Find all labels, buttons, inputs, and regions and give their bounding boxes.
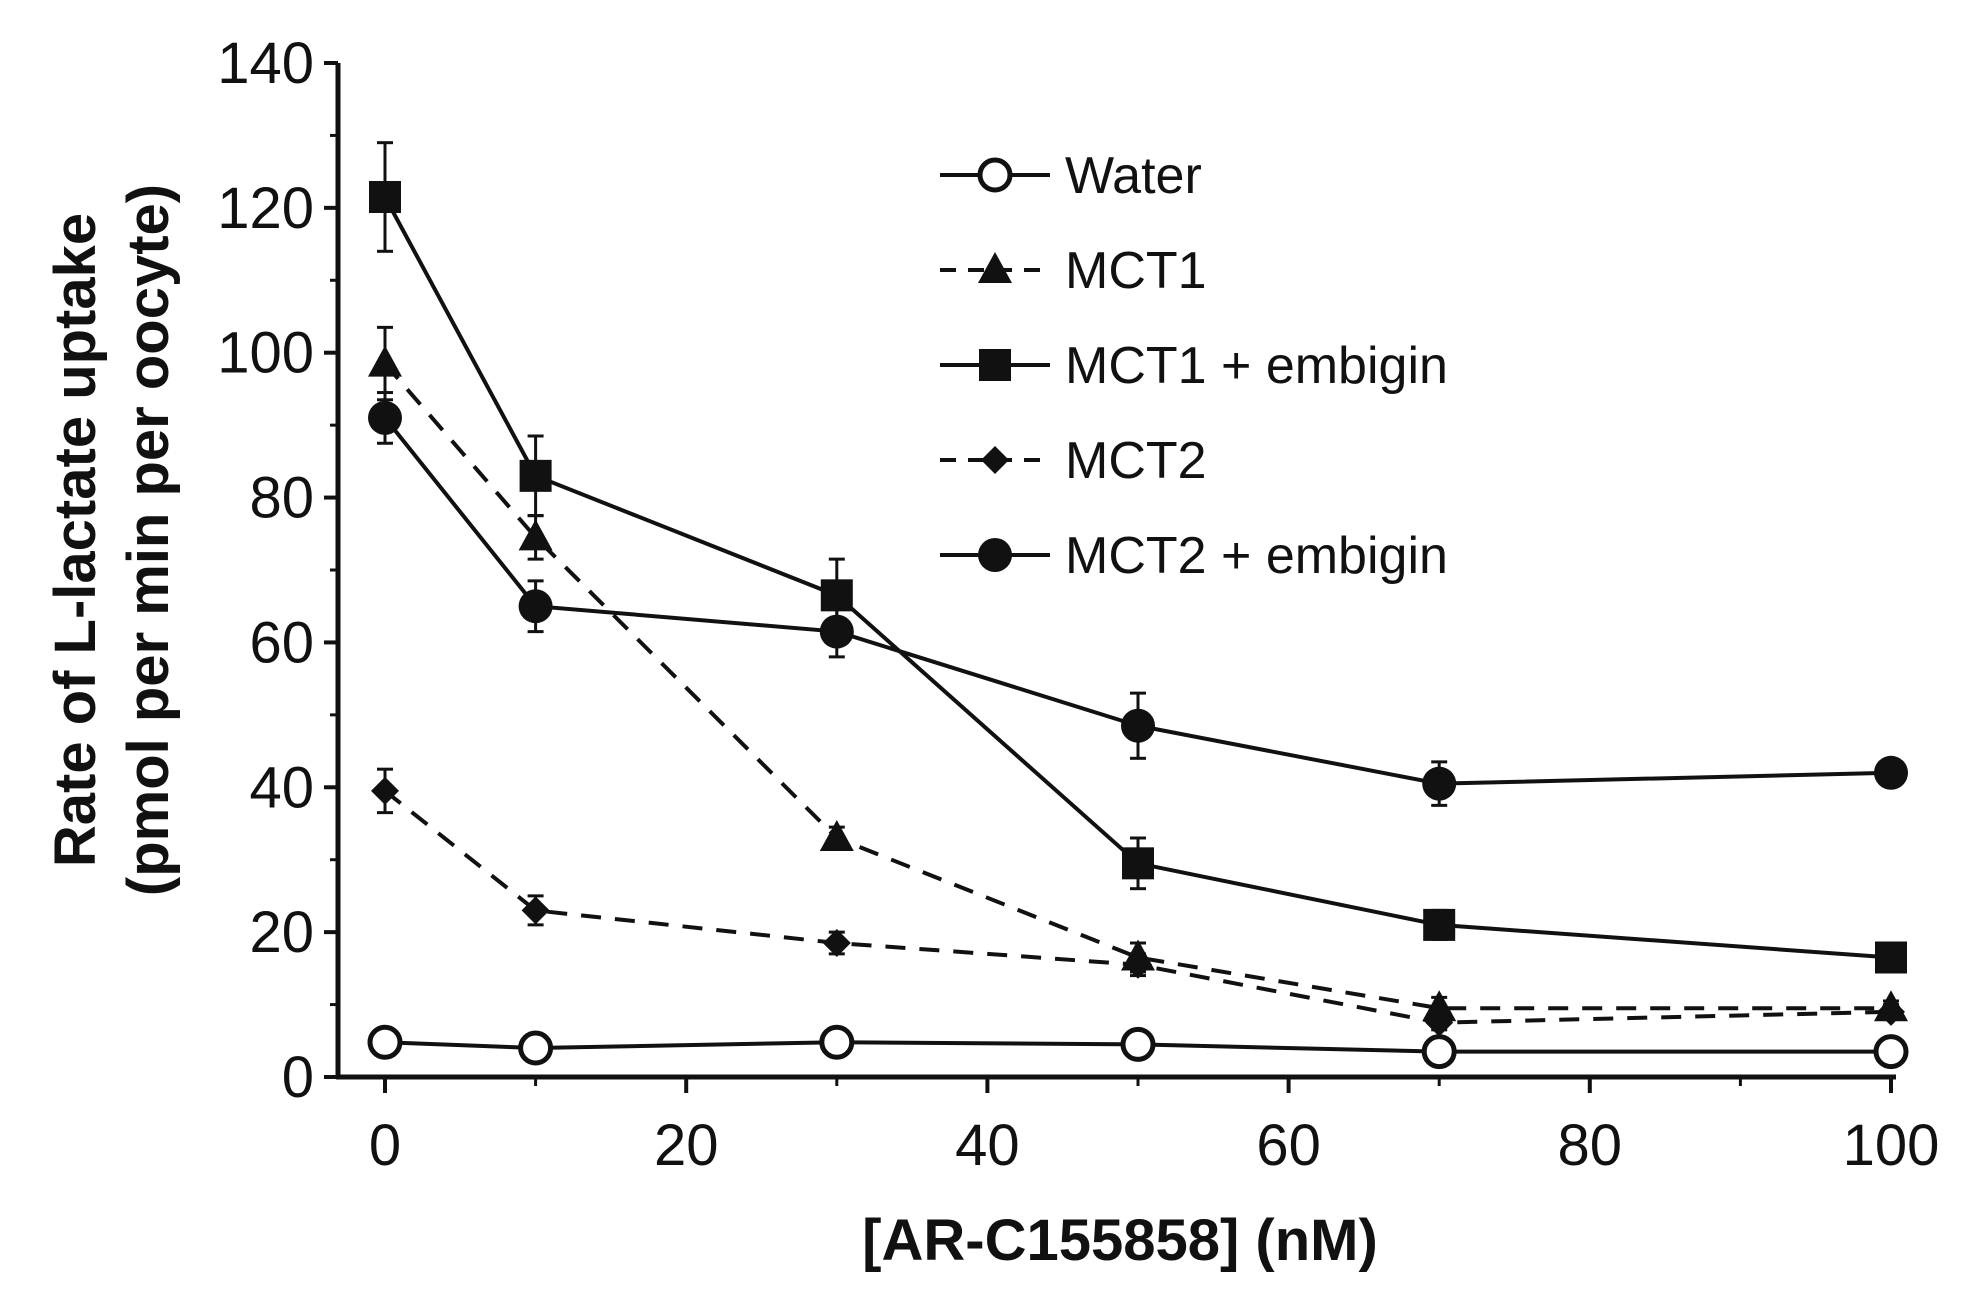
series-mct2 [371, 767, 1905, 1037]
y-tick-label: 40 [249, 755, 314, 820]
legend-item-water: Water [940, 147, 1202, 205]
data-point-mct1-embigin [1122, 847, 1154, 880]
legend-marker-mct1 [978, 252, 1012, 283]
legend-item-mct1: MCT1 [940, 242, 1207, 300]
y-tick-label: 100 [217, 321, 314, 386]
x-tick-label: 40 [955, 1113, 1020, 1178]
data-point-mct2-embigin [1422, 766, 1457, 801]
series-line-mct1 [383, 362, 1891, 1011]
legend-marker-mct2-embigin [978, 538, 1012, 572]
data-point-mct1 [819, 819, 854, 851]
y-axis-title-line1: Rate of L-lactate uptake [43, 213, 108, 867]
legend-marker-water [977, 157, 1013, 193]
data-point-mct2-embigin [368, 400, 402, 435]
series-layer [367, 141, 1909, 1070]
data-point-mct1-embigin [369, 180, 401, 213]
series-line-water [384, 1040, 1891, 1054]
series-line-mct1-embigin [383, 196, 1892, 960]
data-point-mct2-embigin [1121, 708, 1155, 743]
legend-label: MCT1 [1065, 242, 1207, 300]
x-tick-label: 20 [654, 1113, 719, 1178]
data-point-mct2-embigin [1874, 755, 1908, 790]
x-tick-label: 0 [369, 1113, 401, 1178]
data-point-mct2 [1877, 997, 1905, 1026]
y-tick-label: 140 [217, 31, 314, 96]
y-tick-label: 60 [249, 610, 314, 675]
y-axis-title-line2: (pmol per min per oocyte) [116, 184, 181, 896]
data-point-water [1120, 1026, 1156, 1062]
legend-label: MCT2 + embigin [1065, 527, 1448, 585]
series-line-mct2-embigin [383, 416, 1892, 786]
data-point-mct2-embigin [819, 614, 854, 649]
data-point-mct1 [518, 519, 553, 551]
y-tick-label: 120 [217, 176, 314, 241]
data-point-mct1-embigin [1423, 908, 1456, 941]
data-point-mct2 [521, 896, 550, 925]
data-point-water [367, 1024, 403, 1060]
data-point-mct1-embigin [1875, 941, 1907, 974]
x-axis-title: [AR-C155858] (nM) [862, 1208, 1378, 1273]
data-point-water [819, 1024, 855, 1060]
y-tick-label: 20 [249, 900, 314, 965]
data-point-water [1873, 1034, 1909, 1070]
legend-marker-mct2 [981, 446, 1009, 474]
legend: Water MCT1 MCT1 + embigin MCT2 MCT2 + embigi… [940, 147, 1448, 585]
x-tick-label: 60 [1256, 1113, 1321, 1178]
legend-item-mct2: MCT2 [940, 432, 1207, 490]
x-tick-label: 80 [1558, 1113, 1623, 1178]
data-point-mct2 [371, 776, 399, 805]
legend-label: Water [1065, 147, 1202, 205]
legend-label: MCT1 + embigin [1065, 337, 1448, 395]
data-point-mct2 [822, 929, 851, 958]
legend-item-mct1-embigin: MCT1 + embigin [940, 337, 1448, 395]
y-tick-label: 80 [249, 466, 314, 531]
series-water [367, 1024, 1909, 1070]
data-point-mct2 [1124, 950, 1152, 979]
legend-label: MCT2 [1065, 432, 1207, 490]
series-mct2-embigin [368, 391, 1908, 807]
data-point-mct1 [368, 345, 402, 377]
axes: 0 20 40 60 80 100 120 140 0 20 40 60 80 100 [217, 31, 1939, 1178]
data-point-mct1-embigin [519, 459, 552, 492]
data-point-water [518, 1030, 554, 1066]
y-tick-label: 0 [282, 1045, 314, 1110]
x-tick-label: 100 [1843, 1113, 1940, 1178]
data-point-mct1 [1422, 990, 1457, 1022]
legend-marker-mct1-embigin [979, 349, 1011, 381]
data-point-water [1421, 1034, 1457, 1070]
data-point-mct2-embigin [518, 589, 553, 624]
series-line-mct2 [383, 789, 1892, 1025]
legend-item-mct2-embigin: MCT2 + embigin [940, 527, 1448, 585]
data-point-mct2 [1425, 1008, 1454, 1037]
